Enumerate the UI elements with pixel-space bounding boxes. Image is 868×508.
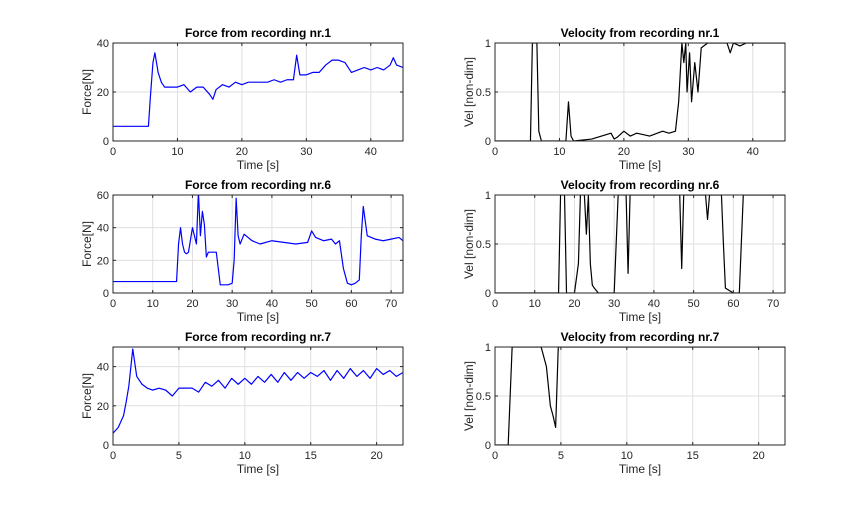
x-tick-label: 40 [266,298,278,310]
y-tick-label: 0 [485,440,491,452]
x-tick-label: 50 [306,298,318,310]
series-line [495,347,785,445]
x-tick-label: 20 [371,450,383,462]
x-tick-label: 30 [226,298,238,310]
y-tick-label: 0.5 [476,391,491,403]
y-tick-label: 20 [97,401,109,413]
y-tick-label: 20 [97,255,109,267]
x-tick-label: 10 [621,450,633,462]
subplot-2: 0 10 20 30 40 0 0.5 1 Velocity from recording nr… [462,26,786,172]
x-tick-label: 60 [345,298,357,310]
x-tick-label: 40 [365,146,377,158]
x-tick-label: 10 [553,146,565,158]
x-tick-label: 0 [110,450,116,462]
x-tick-label: 10 [171,146,183,158]
y-tick-label: 1 [485,190,491,202]
y-axis-label: Force[N] [80,69,94,115]
series-line [495,43,785,141]
y-tick-label: 1 [485,342,491,354]
plot-title: Velocity from recording nr.6 [561,178,720,192]
x-axis-label: Time [s] [237,158,279,172]
x-axis-label: Time [s] [619,462,661,476]
x-tick-label: 5 [176,450,182,462]
series-line [495,195,785,293]
x-tick-label: 20 [186,298,198,310]
y-axis-label: Vel [non-dim] [462,209,476,279]
x-tick-label: 0 [110,298,116,310]
plot-title: Force from recording nr.6 [185,178,331,192]
series-line [113,195,403,286]
plot-title: Velocity from recording nr.1 [561,26,720,40]
x-tick-label: 20 [568,298,580,310]
y-tick-label: 1 [485,38,491,50]
x-axis-label: Time [s] [619,310,661,324]
x-tick-label: 50 [688,298,700,310]
x-tick-label: 30 [300,146,312,158]
x-axis-label: Time [s] [237,310,279,324]
y-axis-label: Vel [non-dim] [462,57,476,127]
series-line [113,348,403,434]
x-tick-label: 0 [110,146,116,158]
y-tick-label: 20 [97,87,109,99]
y-axis-label: Force[N] [80,221,94,267]
x-tick-label: 20 [753,450,765,462]
y-tick-label: 0.5 [476,87,491,99]
x-tick-label: 60 [727,298,739,310]
x-tick-label: 15 [305,450,317,462]
y-tick-label: 0 [103,288,109,300]
plot-title: Force from recording nr.7 [185,330,331,344]
x-tick-label: 10 [529,298,541,310]
y-tick-label: 0 [103,136,109,148]
y-axis-label: Vel [non-dim] [462,361,476,431]
x-tick-label: 0 [492,450,498,462]
x-tick-label: 40 [747,146,759,158]
x-tick-label: 70 [767,298,779,310]
x-tick-label: 0 [492,146,498,158]
y-tick-label: 0.5 [476,239,491,251]
y-tick-label: 60 [97,190,109,202]
x-tick-label: 15 [687,450,699,462]
subplot-5: 0 5 10 15 20 0 20 40 Force from recording nr.7 Ti… [80,330,404,476]
subplot-1: 0 10 20 30 40 0 20 40 Force from recording nr.1 T… [80,26,404,172]
subplot-6: 0 5 10 15 20 0 0.5 1 Velocity from recording nr.… [462,330,786,476]
x-tick-label: 30 [682,146,694,158]
x-tick-label: 40 [648,298,660,310]
x-tick-label: 10 [147,298,159,310]
series-line [113,52,403,127]
y-tick-label: 40 [97,362,109,374]
x-tick-label: 30 [608,298,620,310]
plot-title: Velocity from recording nr.7 [561,330,720,344]
x-axis-label: Time [s] [237,462,279,476]
axes-frame [112,346,404,446]
x-tick-label: 5 [558,450,564,462]
plot-title: Force from recording nr.1 [185,26,331,40]
axes-box [112,194,404,294]
axes-box [112,346,404,446]
x-tick-label: 20 [236,146,248,158]
y-tick-label: 40 [97,38,109,50]
y-axis-label: Force[N] [80,373,94,419]
y-tick-label: 0 [485,136,491,148]
subplot-4: 0 10 20 30 40 50 60 70 0 0.5 1 Velocity from record… [462,178,786,324]
y-tick-label: 0 [103,440,109,452]
axes-frame [112,194,404,294]
x-tick-label: 0 [492,298,498,310]
x-axis-label: Time [s] [619,158,661,172]
x-tick-label: 20 [618,146,630,158]
x-tick-label: 70 [385,298,397,310]
y-tick-label: 40 [97,223,109,235]
subplot-3: 0 10 20 30 40 50 60 70 0 20 40 60 Force from recordi… [80,178,404,324]
y-tick-label: 0 [485,288,491,300]
x-tick-label: 10 [239,450,251,462]
